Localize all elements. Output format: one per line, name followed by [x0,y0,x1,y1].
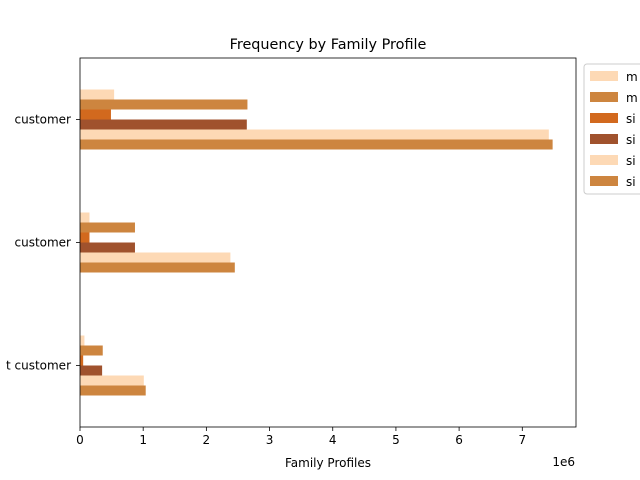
y-tick-label: t customer [6,359,71,373]
bar [80,355,84,366]
legend-label: m [626,91,638,105]
bar [80,222,135,233]
x-tick-label: 5 [392,433,400,447]
legend-label: si [626,154,636,168]
legend: mm si si si si [583,63,640,195]
legend-label: m [626,70,638,84]
legend-label: si [626,133,636,147]
legend-label: si [626,175,636,189]
bar [80,242,135,253]
bar [80,335,85,346]
legend-label: si [626,112,636,126]
bar [80,89,115,100]
x-tick-label: 4 [329,433,337,447]
bar [80,345,103,356]
bar [80,212,90,223]
axes-group: customer customer t customer 0 1 2 3 4 5 6 7 [6,57,577,447]
bar [80,119,247,130]
axes-frame [79,57,577,428]
x-axis-offset: 1e6 [552,455,575,469]
x-tick-label: 2 [203,433,211,447]
legend-swatch [590,134,618,144]
x-tick-label: 0 [76,433,84,447]
bar [80,385,146,396]
bar [80,139,553,150]
x-tick-label: 7 [518,433,526,447]
bar [80,232,90,243]
bar [80,252,231,263]
bar [80,99,248,110]
y-tick-label: customer [14,236,71,250]
x-tick-label: 1 [139,433,147,447]
legend-swatch [590,155,618,165]
legend-swatch [590,92,618,102]
x-tick-label: 6 [455,433,463,447]
legend-swatch [590,71,618,81]
bars-group [80,89,553,396]
bar [80,375,144,386]
bar [80,262,235,273]
legend-swatch [590,176,618,186]
legend-swatch [590,113,618,123]
x-axis-label: Family Profiles [285,456,371,470]
bar [80,129,549,140]
bar [80,365,103,376]
chart-title: Frequency by Family Profile [230,37,427,53]
y-tick-label: customer [14,113,71,127]
bar [80,109,111,120]
x-tick-label: 3 [266,433,274,447]
plot-area [80,58,576,427]
